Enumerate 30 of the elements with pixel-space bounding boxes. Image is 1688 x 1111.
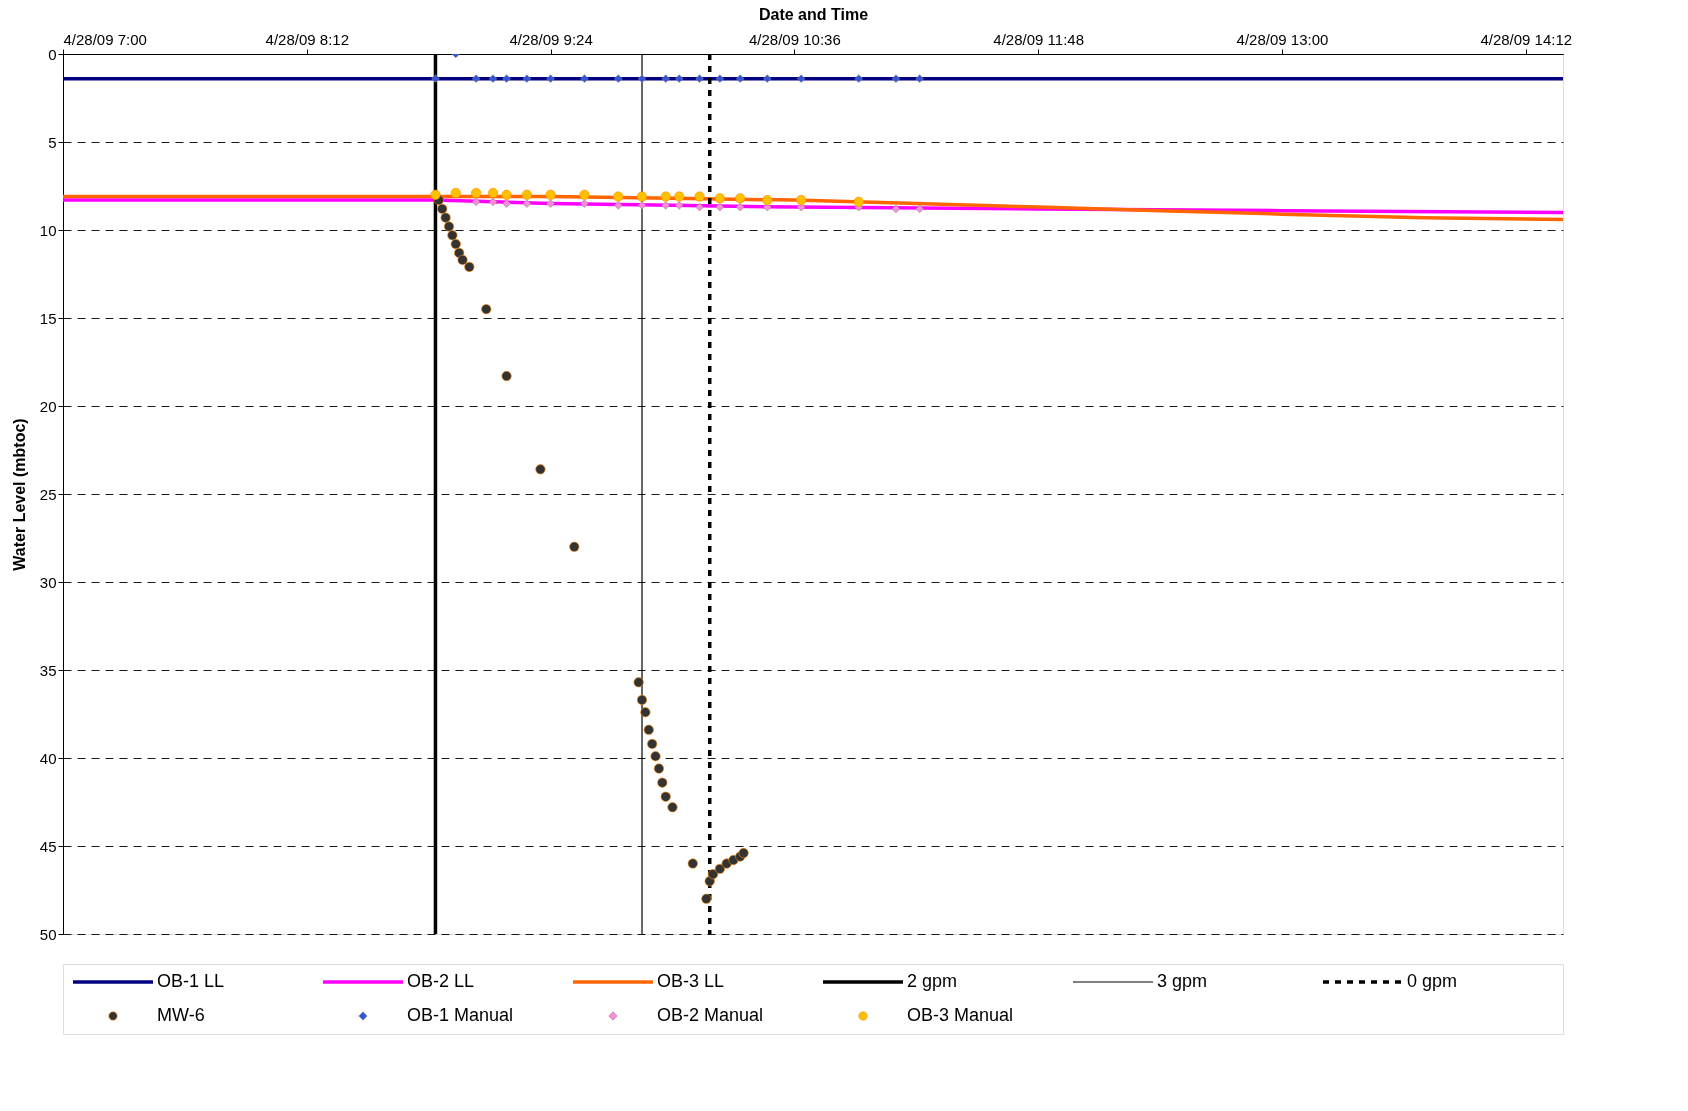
y-tick-label: 15 [39, 309, 57, 327]
legend-label: OB-2 Manual [657, 1005, 764, 1025]
legend-label: OB-3 LL [657, 971, 725, 991]
y-tick-label: 25 [39, 485, 57, 503]
x-tick-label: 4/28/09 14:12 [1480, 30, 1573, 48]
legend-label: 2 gpm [907, 971, 958, 991]
legend-label: 0 gpm [1407, 971, 1458, 991]
y-tick-label: 0 [48, 45, 57, 63]
y-axis-title: Water Level (mbtoc) [10, 418, 28, 571]
y-tick-label: 50 [39, 925, 57, 943]
y-tick-label: 5 [48, 133, 57, 151]
x-tick-label: 4/28/09 7:00 [63, 30, 147, 48]
x-tick-label: 4/28/09 11:48 [993, 30, 1084, 48]
legend-label: OB-3 Manual [907, 1005, 1014, 1025]
x-tick-label: 4/28/09 10:36 [748, 30, 841, 48]
y-tick-label: 45 [39, 837, 57, 855]
y-tick-label: 40 [39, 749, 57, 767]
x-tick-label: 4/28/09 13:00 [1236, 30, 1329, 48]
legend-label: 3 gpm [1157, 971, 1208, 991]
legend-label: OB-2 LL [407, 971, 475, 991]
x-tick-label: 4/28/09 8:12 [265, 30, 349, 48]
y-tick-label: 10 [39, 221, 57, 239]
y-tick-label: 30 [39, 573, 57, 591]
legend-label: MW-6 [157, 1005, 205, 1025]
legend-label: OB-1 LL [157, 971, 225, 991]
x-tick-label: 4/28/09 9:24 [509, 30, 593, 48]
y-tick-label: 35 [39, 661, 57, 679]
legend-label: OB-1 Manual [407, 1005, 514, 1025]
x-axis-title: Date and Time [758, 5, 869, 23]
y-tick-label: 20 [39, 397, 57, 415]
